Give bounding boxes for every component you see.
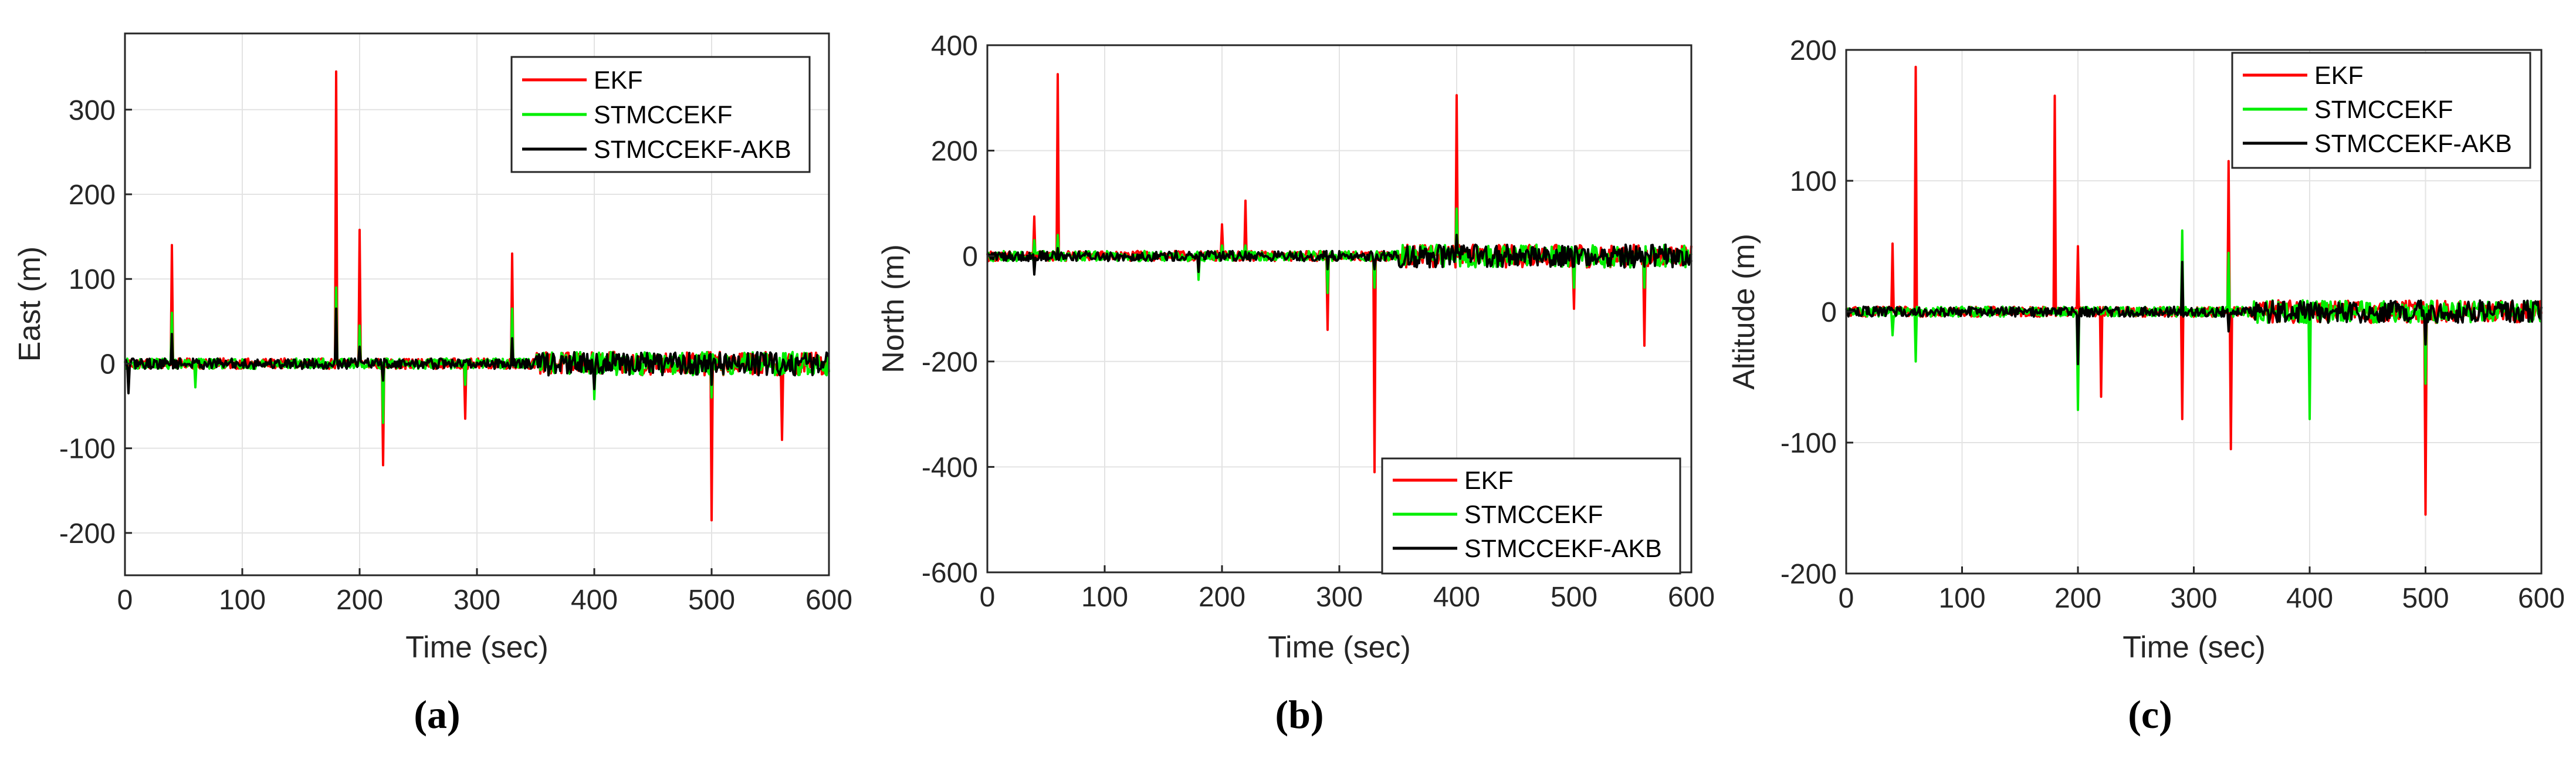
y-tick-label: -200 — [59, 518, 116, 549]
y-tick-label: 0 — [962, 241, 978, 272]
legend-label-ekf: EKF — [594, 66, 643, 95]
series-line-stmccekf-akb — [1845, 261, 2543, 366]
x-tick-label: 500 — [2402, 583, 2449, 614]
ticks-east: 0 100 200 300 400 500 600 -200 -100 0 100 200 300 — [59, 95, 852, 616]
x-tick-label: 200 — [2054, 583, 2101, 614]
ticks-north: 0 100 200 300 400 500 600 -600 -400 -200 0 200 400 — [922, 31, 1715, 613]
x-tick-label: 600 — [2518, 583, 2565, 614]
y-tick-label: -600 — [922, 558, 978, 589]
ticks-altitude: 0 100 200 300 400 500 600 -200 -100 0 100 200 — [1780, 35, 2565, 614]
x-tick-label: 200 — [336, 585, 383, 616]
y-tick-label: 400 — [931, 31, 978, 62]
series-line-stmccekf-akb — [986, 234, 1692, 276]
x-axis-label: Time (sec) — [1268, 630, 1411, 664]
panel-altitude: 0 100 200 300 400 500 600 -200 -100 0 100 200 Time … — [1727, 35, 2565, 737]
x-axis-label: Time (sec) — [405, 630, 549, 664]
legend: EKF STMCCEKF STMCCEKF-AKB — [510, 56, 811, 173]
y-tick-label: 0 — [1821, 297, 1837, 328]
legend-label-stmccekf: STMCCEKF — [2314, 96, 2453, 124]
y-axis-label: Altitude (m) — [1727, 234, 1761, 390]
series-line-stmccekf — [1845, 229, 2542, 420]
y-tick-label: 200 — [69, 180, 116, 211]
x-tick-label: 100 — [219, 585, 266, 616]
x-tick-label: 100 — [1081, 582, 1128, 613]
x-tick-label: 500 — [1551, 582, 1597, 613]
legend-box — [1381, 457, 1681, 575]
traces-east — [124, 70, 830, 522]
x-tick-label: 500 — [688, 585, 735, 616]
traces-north — [986, 73, 1692, 474]
x-tick-label: 300 — [2170, 583, 2217, 614]
legend-label-stmccekf-akb: STMCCEKF-AKB — [2314, 130, 2512, 158]
x-tick-label: 0 — [1839, 583, 1854, 614]
legend: EKF STMCCEKF STMCCEKF-AKB — [2231, 52, 2531, 169]
x-tick-label: 100 — [1938, 583, 1985, 614]
y-tick-label: 200 — [931, 136, 978, 167]
y-tick-label: -100 — [1780, 428, 1837, 459]
x-tick-label: 200 — [1199, 582, 1245, 613]
series-line-stmccekf — [124, 286, 830, 424]
y-axis-label: East (m) — [13, 247, 47, 362]
panel-east: 0 100 200 300 400 500 600 -200 -100 0 100 200 300 Ti… — [13, 32, 852, 737]
series-line-stmccekf-akb — [124, 307, 830, 394]
y-tick-label: -200 — [1780, 559, 1837, 590]
x-tick-label: 300 — [453, 585, 500, 616]
legend-label-ekf: EKF — [2314, 62, 2364, 90]
legend: EKF STMCCEKF STMCCEKF-AKB — [1381, 457, 1681, 575]
x-tick-label: 400 — [2286, 583, 2333, 614]
x-tick-label: 300 — [1316, 582, 1363, 613]
y-tick-label: 0 — [100, 349, 116, 380]
x-tick-label: 600 — [805, 585, 852, 616]
legend-label-stmccekf: STMCCEKF — [1464, 501, 1603, 529]
x-tick-label: 400 — [571, 585, 618, 616]
x-tick-label: 0 — [980, 582, 996, 613]
x-axis-label: Time (sec) — [2123, 630, 2266, 664]
x-tick-label: 400 — [1433, 582, 1480, 613]
y-tick-label: -400 — [922, 452, 978, 483]
x-tick-label: 600 — [1668, 582, 1715, 613]
y-axis-label: North (m) — [876, 244, 910, 373]
panel-caption: (c) — [2128, 692, 2172, 737]
legend-label-stmccekf-akb: STMCCEKF-AKB — [594, 136, 791, 164]
y-tick-label: -200 — [922, 347, 978, 378]
traces-altitude — [1845, 66, 2543, 516]
y-tick-label: 300 — [69, 95, 116, 126]
x-tick-label: 0 — [117, 585, 133, 616]
panel-north: 0 100 200 300 400 500 600 -600 -400 -200 0 200 400 T… — [876, 31, 1715, 737]
y-tick-label: -100 — [59, 434, 116, 465]
y-tick-label: 100 — [69, 264, 116, 295]
y-tick-label: 100 — [1790, 166, 1837, 197]
panel-caption: (a) — [414, 692, 460, 737]
legend-label-stmccekf: STMCCEKF — [594, 101, 733, 129]
legend-label-ekf: EKF — [1464, 467, 1514, 495]
legend-label-stmccekf-akb: STMCCEKF-AKB — [1464, 535, 1662, 563]
y-tick-label: 200 — [1790, 35, 1837, 66]
panel-caption: (b) — [1275, 692, 1323, 737]
